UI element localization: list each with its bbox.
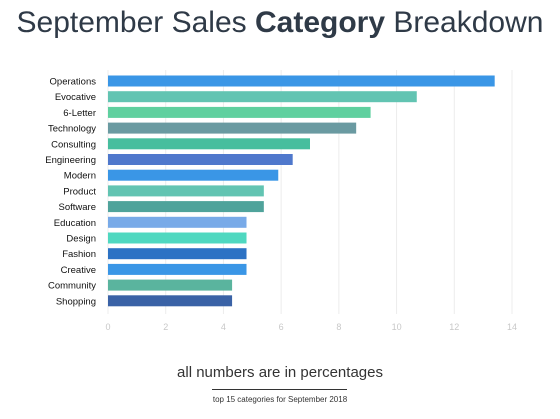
- subnote: top 15 categories for September 2018: [212, 395, 348, 404]
- bar-fashion: [108, 248, 247, 260]
- category-label: Design: [66, 234, 96, 245]
- footnote-divider: [212, 389, 347, 390]
- bar-shopping: [108, 295, 233, 307]
- x-tick-label: 12: [449, 322, 459, 332]
- x-tick-label: 6: [279, 322, 284, 332]
- category-label: Creative: [61, 265, 96, 276]
- category-label: Operations: [50, 77, 97, 88]
- category-label: Evocative: [55, 92, 96, 103]
- x-tick-label: 14: [507, 322, 517, 332]
- bar-evocative: [108, 91, 417, 103]
- category-label: Community: [48, 281, 96, 292]
- title-suffix: Breakdown: [385, 6, 544, 39]
- x-tick-label: 4: [221, 322, 226, 332]
- category-label: Technology: [48, 124, 96, 135]
- category-label: Software: [59, 202, 97, 213]
- category-label: Education: [54, 218, 96, 229]
- x-tick-label: 10: [392, 322, 402, 332]
- category-label: Fashion: [62, 249, 96, 260]
- category-label: Product: [63, 186, 96, 197]
- bar-operations: [108, 75, 495, 87]
- title-bold: Category: [254, 6, 386, 39]
- x-tick-label: 8: [336, 322, 341, 332]
- bar-engineering: [108, 154, 293, 165]
- bar-design: [108, 232, 247, 244]
- category-label: Shopping: [56, 296, 96, 307]
- bar-software: [108, 201, 264, 213]
- bar-6-letter: [108, 106, 371, 118]
- x-tick-label: 2: [163, 322, 168, 332]
- category-label: Engineering: [45, 155, 96, 166]
- category-label: Consulting: [51, 139, 96, 150]
- category-label: 6-Letter: [63, 108, 96, 119]
- bar-product: [108, 185, 264, 197]
- title-prefix: September Sales: [16, 6, 255, 39]
- bar-consulting: [108, 138, 310, 150]
- bar-creative: [108, 263, 247, 275]
- bar-education: [108, 216, 247, 228]
- footnote: all numbers are in percentages: [177, 364, 383, 381]
- chart-title: September Sales Category Breakdown: [0, 6, 560, 40]
- bar-community: [108, 279, 233, 291]
- x-tick-label: 0: [105, 322, 110, 332]
- bar-technology: [108, 122, 357, 134]
- category-label: Modern: [64, 171, 96, 182]
- bar-modern: [108, 169, 279, 181]
